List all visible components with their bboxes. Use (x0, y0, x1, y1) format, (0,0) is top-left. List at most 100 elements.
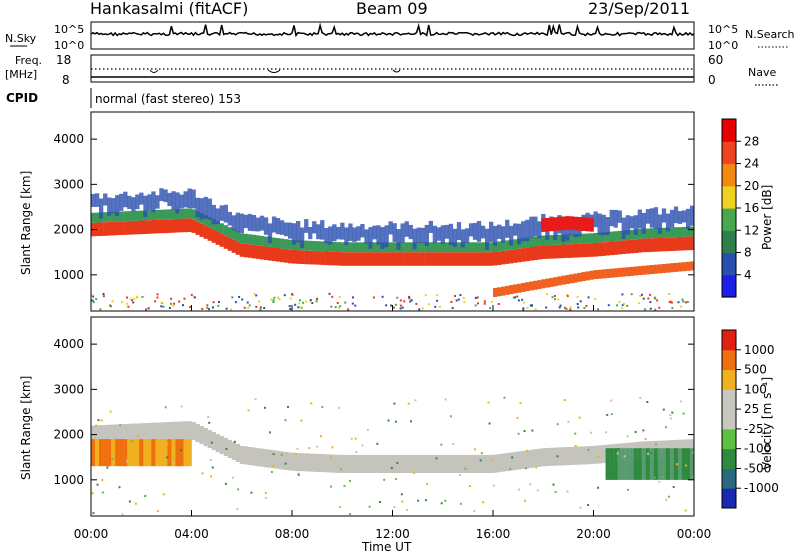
power-cell (330, 305, 333, 308)
velocity-cell (259, 448, 265, 467)
velocity-cell (554, 491, 557, 494)
power-cell (601, 269, 606, 279)
power-cell (566, 295, 569, 298)
power-cell (444, 242, 450, 253)
power-cell (658, 306, 661, 309)
velocity-cell (563, 399, 566, 402)
power-cell (681, 298, 684, 301)
power-cell (273, 296, 276, 299)
velocity-cell (275, 450, 281, 469)
velocity-cell (203, 428, 208, 447)
power-cell (668, 293, 671, 296)
power-cell (404, 252, 409, 266)
colorbar-segment (722, 208, 736, 231)
power-cell (565, 219, 570, 241)
power-cell (618, 301, 621, 304)
power-cell (255, 235, 261, 246)
velocity-cell (166, 443, 169, 446)
power-cell (607, 304, 610, 307)
velocity-cell (364, 454, 369, 473)
power-cell (304, 240, 309, 251)
velocity-cell (449, 415, 452, 418)
velocity-cell (420, 458, 423, 461)
power-cell (409, 300, 412, 303)
velocity-cell (147, 422, 152, 441)
power-cell (92, 295, 95, 298)
power-cell (219, 205, 224, 221)
power-cell (577, 217, 582, 231)
power-cell (501, 240, 506, 251)
power-cell (143, 220, 148, 234)
velocity-cell (537, 448, 542, 467)
power-cell (296, 221, 301, 243)
power-cell (517, 223, 522, 245)
power-cell (247, 234, 253, 245)
power-cell (193, 296, 196, 299)
power-cell (102, 293, 105, 295)
power-cell (263, 217, 269, 235)
colorbar-tick-label: -1000 (744, 481, 779, 495)
power-cell (299, 306, 302, 309)
velocity-cell (92, 512, 95, 515)
power-cell (352, 252, 357, 266)
power-cell (673, 237, 679, 251)
power-cell (649, 238, 655, 252)
power-cbar-label: Power [dB] (760, 185, 774, 250)
power-cell (583, 307, 586, 309)
velocity-cell (372, 454, 377, 473)
power-cell (304, 219, 309, 233)
velocity-cell (658, 480, 661, 483)
power-cell (669, 237, 675, 251)
power-cell (119, 221, 124, 235)
power-cell (617, 240, 622, 255)
power-cell (460, 229, 466, 248)
power-cell (681, 262, 687, 272)
power-colorbar: 28 24 20 16 12 8 4 (721, 118, 759, 298)
power-cell (440, 225, 445, 244)
power-cell (521, 298, 524, 301)
velocity-cell (264, 491, 267, 494)
power-cell (328, 251, 333, 266)
velocity-cell (264, 496, 267, 499)
power-cell (347, 308, 350, 311)
power-cell (304, 250, 309, 265)
power-cell (621, 217, 626, 239)
velocity-cell (187, 421, 192, 440)
power-cell (629, 266, 634, 276)
colorbar-tick-label: 100 (744, 382, 767, 396)
velocity-data (91, 396, 695, 516)
power-cell (617, 230, 622, 241)
velocity-cell (264, 406, 266, 409)
velocity-cell (343, 485, 346, 487)
velocity-cell (171, 439, 176, 467)
velocity-cell (375, 460, 378, 463)
power-cell (665, 237, 671, 252)
power-cell (677, 237, 683, 251)
power-cell (298, 302, 301, 305)
power-cell (127, 221, 132, 235)
power-cell (438, 305, 441, 308)
power-cell (681, 236, 687, 251)
power-cell (288, 305, 291, 308)
power-cell (537, 221, 542, 239)
power-cell (175, 209, 180, 219)
power-cell (183, 208, 188, 219)
power-cell (653, 297, 656, 300)
power-cell (206, 304, 209, 307)
power-cell (384, 252, 389, 266)
velocity-cell (392, 454, 397, 473)
colorbar-segment (722, 252, 736, 276)
power-cell (561, 244, 566, 259)
power-cell (505, 285, 510, 295)
nsearch-tick-top: 10^5 (708, 23, 738, 36)
velocity-cell (565, 447, 570, 466)
power-cell (661, 227, 667, 238)
power-cell (545, 217, 550, 232)
velocity-cell (355, 451, 358, 454)
velocity-cell (95, 425, 100, 444)
velocity-cell (435, 457, 438, 460)
velocity-cell (243, 446, 249, 465)
velocity-cell (304, 453, 309, 472)
power-cell (637, 229, 642, 239)
power-cell (553, 244, 558, 259)
